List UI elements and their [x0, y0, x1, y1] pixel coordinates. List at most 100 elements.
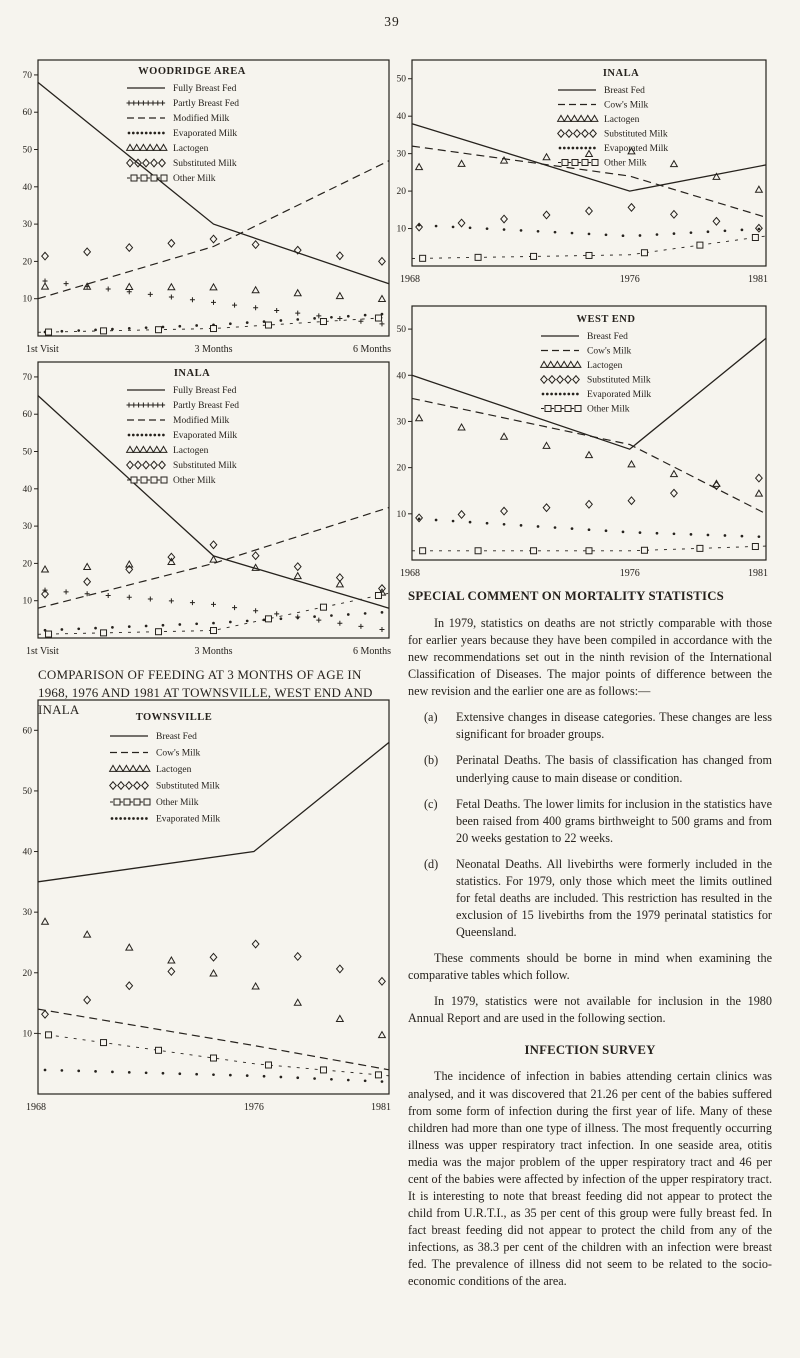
legend-label: Cow's Milk: [604, 101, 648, 111]
series-lactogen: [40, 917, 387, 1039]
legend: Fully Breast Fed Partly Breast Fed Modifie…: [125, 84, 239, 184]
legend-item: Evaporated Milk: [127, 129, 237, 139]
legend-item: Cow's Milk: [110, 749, 200, 759]
legend-item: Substituted Milk: [109, 780, 220, 792]
series-breast-fed: [37, 741, 390, 883]
list-item-label: (d): [424, 856, 439, 871]
axes: 10 20 30 40 50 60 70 1st Visit 3 Months 6 Months: [23, 59, 391, 355]
legend-item: Other Milk: [541, 405, 630, 415]
y-tick-label: 50: [23, 787, 33, 797]
series-other-milk: [37, 1031, 390, 1079]
chart-townsville-plot: 10 20 30 40 50 60 1968 1976 1981 TOWNSVILLE Breast…: [23, 699, 391, 1113]
legend-item: Modified Milk: [127, 113, 229, 124]
series-other-milk: [412, 543, 767, 555]
chart-title: WEST END: [577, 314, 636, 325]
legend-label: Fully Breast Fed: [173, 386, 237, 396]
section-heading: SPECIAL COMMENT ON MORTALITY STATISTICS: [408, 589, 724, 603]
list-item-text: Neonatal Deaths. All livebirths were for…: [456, 856, 772, 940]
paragraph: In 1979, statistics on deaths are not st…: [408, 615, 772, 699]
y-tick-label: 30: [23, 522, 33, 532]
legend-item: Lactogen: [108, 764, 192, 775]
chart-title: WOODRIDGE AREA: [138, 66, 246, 77]
axes: 10 20 30 40 50 60 70 1st Visit 3 Months 6 Months: [23, 361, 391, 657]
legend-item: Partly Breast Fed: [126, 401, 239, 411]
series-evaporated-milk: [43, 312, 384, 334]
list-item-text: Extensive changes in disease categories.…: [456, 710, 772, 742]
legend-item: Breast Fed: [110, 732, 197, 742]
legend-label: Evaporated Milk: [604, 144, 668, 154]
legend-item: Fully Breast Fed: [127, 386, 237, 396]
x-tick-label: 6 Months: [353, 344, 391, 355]
legend-item: Cow's Milk: [541, 347, 631, 357]
x-tick-label: 1976: [620, 274, 640, 285]
legend-label: Breast Fed: [604, 86, 645, 96]
chart-title: TOWNSVILLE: [136, 712, 213, 723]
legend-label: Other Milk: [587, 405, 630, 415]
legend-label: Lactogen: [156, 765, 192, 775]
series-evaporated-milk: [43, 1068, 384, 1083]
legend-label: Evaporated Milk: [173, 431, 237, 441]
list-item: (a) Extensive changes in disease categori…: [408, 709, 772, 743]
y-tick-label: 10: [23, 1029, 33, 1039]
legend-label: Substituted Milk: [156, 782, 220, 792]
page-number: 39: [384, 14, 400, 29]
x-tick-label: 3 Months: [194, 646, 232, 657]
legend-item: Evaporated Milk: [558, 144, 668, 154]
legend-label: Modified Milk: [173, 415, 229, 426]
list-item-text: Fetal Deaths. The lower limits for inclu…: [456, 796, 772, 845]
list-item: (c) Fetal Deaths. The lower limits for in…: [408, 796, 772, 847]
chart-west-end: 10 20 30 40 50 1968 1976 1981 WEST END Breast Fed…: [386, 304, 770, 582]
x-tick-label: 1981: [371, 1102, 391, 1113]
series-other-milk: [37, 591, 390, 638]
series-substituted-milk: [415, 202, 763, 233]
legend-item: Lactogen: [539, 360, 623, 371]
x-tick-label: 1968: [26, 1102, 46, 1113]
series-cow-s-milk: [411, 397, 767, 515]
series-fully-breast-fed: [37, 395, 390, 609]
series-lactogen: [40, 555, 387, 596]
paragraph: In 1979, statistics were not available f…: [408, 994, 772, 1026]
chart-woodridge-area-plot: 10 20 30 40 50 60 70 1st Visit 3 Months 6 Months W…: [23, 59, 391, 355]
legend-label: Cow's Milk: [156, 749, 200, 759]
legend-item: Evaporated Milk: [127, 431, 237, 441]
legend-item: Evaporated Milk: [541, 390, 651, 400]
legend-label: Lactogen: [587, 361, 623, 371]
legend-item: Breast Fed: [558, 86, 645, 96]
x-tick-label: 3 Months: [194, 344, 232, 355]
chart-inala-by-age: 10 20 30 40 50 60 70 1st Visit 3 Months 6 Months I…: [12, 360, 393, 660]
axes: 10 20 30 40 50 1968 1976 1981: [397, 59, 768, 285]
series-other-milk: [37, 314, 390, 336]
list-item-label: (b): [424, 753, 439, 768]
chart-inala-by-year: 10 20 30 40 50 1968 1976 1981 INALA Breast Fed Cow…: [386, 58, 770, 288]
legend-item: Breast Fed: [541, 332, 628, 342]
y-tick-label: 50: [397, 325, 407, 335]
x-tick-label: 1968: [400, 274, 420, 285]
list-item-label: (a): [424, 710, 438, 725]
y-tick-label: 20: [397, 464, 407, 474]
y-tick-label: 40: [23, 848, 33, 858]
y-tick-label: 10: [23, 295, 33, 305]
series-modified-milk: [37, 160, 390, 300]
series-other-milk: [411, 233, 767, 262]
chart-townsville: 10 20 30 40 50 60 1968 1976 1981 TOWNSVILLE Breast…: [12, 698, 393, 1116]
x-tick-label: 1968: [400, 568, 420, 579]
y-tick-label: 40: [23, 183, 33, 193]
legend-item: Partly Breast Fed: [126, 99, 239, 109]
y-tick-label: 30: [23, 908, 33, 918]
series-substituted-milk: [41, 939, 386, 1019]
chart-west-end-plot: 10 20 30 40 50 1968 1976 1981 WEST END Breast Fed…: [397, 305, 768, 579]
y-tick-label: 20: [397, 187, 407, 197]
legend-label: Partly Breast Fed: [173, 401, 239, 411]
y-tick-label: 50: [397, 75, 407, 85]
x-tick-label: 1st Visit: [26, 646, 59, 657]
series-substituted-milk: [41, 234, 386, 266]
series-cow-s-milk: [411, 145, 767, 218]
y-tick-label: 30: [397, 417, 407, 427]
legend-label: Fully Breast Fed: [173, 84, 237, 94]
axes: 10 20 30 40 50 60 1968 1976 1981: [23, 699, 391, 1113]
chart-title: INALA: [603, 68, 639, 79]
axes: 10 20 30 40 50 1968 1976 1981: [397, 305, 768, 579]
x-tick-label: 1976: [620, 568, 640, 579]
series-evaporated-milk: [417, 517, 761, 539]
